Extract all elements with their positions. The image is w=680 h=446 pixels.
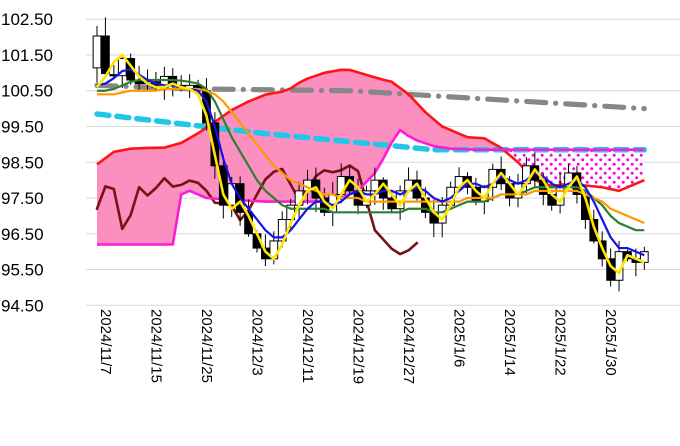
svg-text:100.50: 100.50 — [1, 82, 53, 101]
svg-text:2024/12/27: 2024/12/27 — [400, 309, 417, 384]
svg-text:95.50: 95.50 — [1, 261, 44, 280]
svg-text:102.50: 102.50 — [1, 10, 53, 29]
svg-text:2025/1/14: 2025/1/14 — [501, 309, 518, 376]
svg-text:99.50: 99.50 — [1, 117, 44, 136]
svg-text:2025/1/22: 2025/1/22 — [552, 309, 569, 376]
svg-text:98.50: 98.50 — [1, 153, 44, 172]
svg-text:2025/1/30: 2025/1/30 — [602, 309, 619, 376]
svg-text:101.50: 101.50 — [1, 46, 53, 65]
svg-text:2024/11/25: 2024/11/25 — [198, 309, 215, 383]
svg-text:2024/12/3: 2024/12/3 — [249, 309, 266, 376]
svg-text:2024/12/19: 2024/12/19 — [350, 309, 367, 384]
svg-text:2024/11/7: 2024/11/7 — [97, 309, 114, 375]
svg-text:96.50: 96.50 — [1, 225, 44, 244]
svg-text:97.50: 97.50 — [1, 189, 44, 208]
svg-text:94.50: 94.50 — [1, 296, 44, 315]
svg-text:2024/11/15: 2024/11/15 — [148, 309, 165, 383]
svg-text:2024/12/11: 2024/12/11 — [299, 309, 316, 383]
svg-text:2025/1/6: 2025/1/6 — [451, 309, 468, 367]
